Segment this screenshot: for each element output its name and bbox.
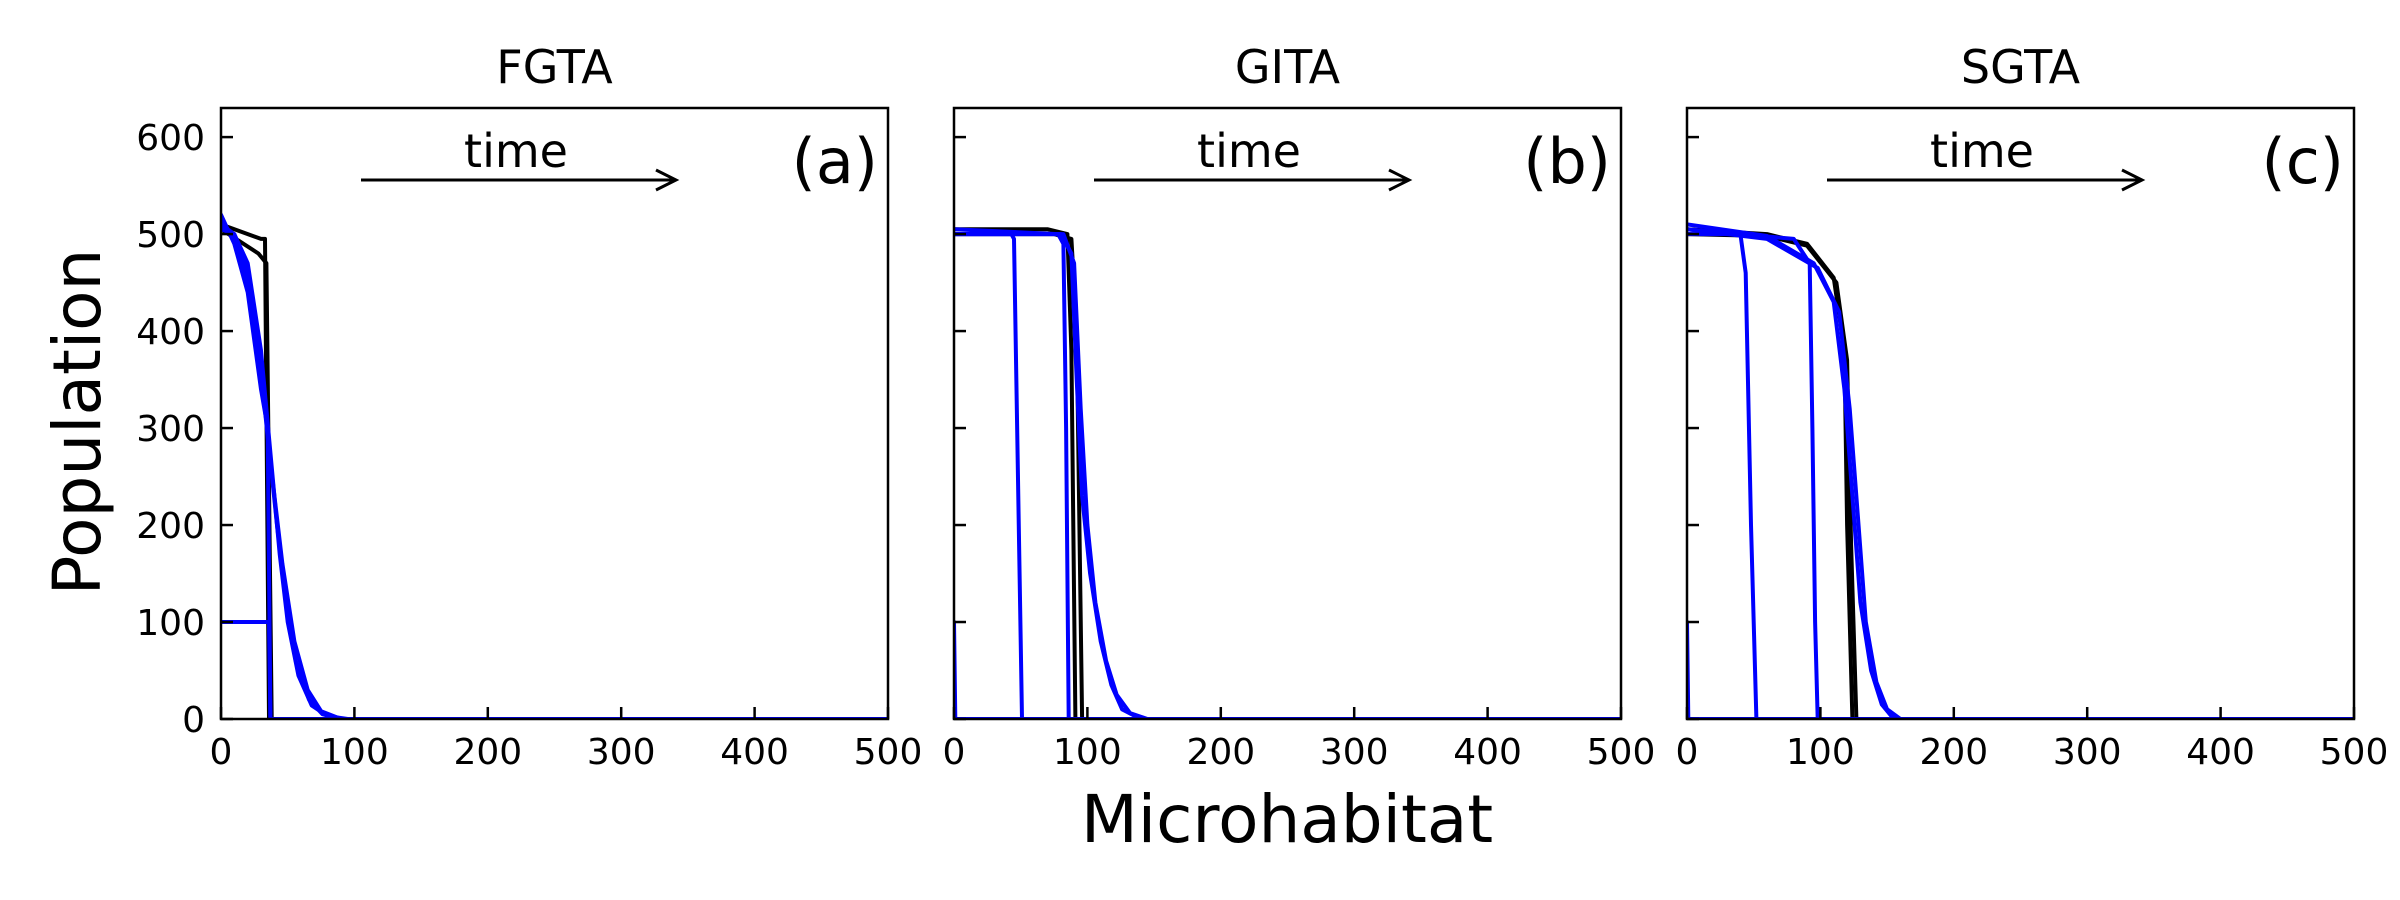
x-tick-label: 200 <box>1919 732 1988 773</box>
series-group <box>954 227 1621 719</box>
series-line <box>221 620 888 719</box>
series-line <box>954 227 1621 719</box>
time-annotation: time <box>464 124 568 178</box>
series-line <box>954 232 1621 719</box>
x-tick-label: 100 <box>1786 732 1855 773</box>
x-tick-label: 100 <box>320 732 389 773</box>
x-tick-label: 0 <box>210 732 233 773</box>
time-arrow-head <box>655 168 680 192</box>
y-tick-label: 0 <box>182 700 205 741</box>
time-annotation: time <box>1930 124 2034 178</box>
series-line <box>954 232 1621 719</box>
series-line <box>221 227 888 719</box>
panel-letter: (b) <box>1523 125 1611 198</box>
panel-title: FGTA <box>496 40 613 94</box>
panel-sgta: 0 100 200 300 400 500 SGTA (c) time <box>1676 40 2389 773</box>
series-line <box>954 620 1621 719</box>
x-tick-label: 500 <box>2320 732 2389 773</box>
x-tick-label: 200 <box>1186 732 1255 773</box>
panel-fgta: 0 100 200 300 400 500 0 100 200 300 400 500 600 FGTA (… <box>136 40 922 773</box>
series-line <box>1687 222 2354 719</box>
time-annotation: time <box>1197 124 1301 178</box>
x-tick-label: 100 <box>1053 732 1122 773</box>
series-line <box>1687 232 2354 719</box>
x-tick-label: 300 <box>1320 732 1389 773</box>
y-tick-label: 100 <box>136 603 205 644</box>
series-line <box>221 212 888 719</box>
series-group <box>221 212 888 719</box>
panel-title: SGTA <box>1961 40 2081 94</box>
x-tick-label: 0 <box>943 732 966 773</box>
x-tick-label: 200 <box>453 732 522 773</box>
panel-letter: (c) <box>2262 125 2344 198</box>
x-axis-title: Microhabitat <box>1081 781 1493 858</box>
plot-frame <box>1685 106 2356 721</box>
y-tick-label: 600 <box>136 118 205 159</box>
x-tick-label: 500 <box>1587 732 1656 773</box>
series-line <box>1687 227 2354 719</box>
x-tick-label: 300 <box>587 732 656 773</box>
x-tick-label: 400 <box>2186 732 2255 773</box>
y-tick-label: 500 <box>136 215 205 256</box>
series-line <box>221 227 888 719</box>
panel-title: GITA <box>1235 40 1341 94</box>
series-line <box>954 227 1621 719</box>
x-tick-label: 400 <box>1453 732 1522 773</box>
series-line <box>1687 620 2354 719</box>
panel-letter: (a) <box>792 125 878 198</box>
time-arrow-head <box>1388 168 1413 192</box>
series-group <box>1687 222 2354 719</box>
time-arrow-head <box>2121 168 2146 192</box>
y-tick-label: 400 <box>136 312 205 353</box>
series-line <box>954 232 1621 719</box>
series-line <box>954 232 1621 719</box>
series-line <box>1687 232 2354 719</box>
plot-frame <box>219 106 890 721</box>
y-axis-title: Population <box>39 249 116 596</box>
panels: 0 100 200 300 400 500 0 100 200 300 400 500 600 FGTA (… <box>136 40 2388 773</box>
plot-frame <box>952 106 1623 721</box>
series-line <box>221 217 888 719</box>
series-line <box>1687 227 2354 719</box>
series-line <box>221 222 888 719</box>
y-tick-label: 200 <box>136 506 205 547</box>
x-tick-label: 500 <box>854 732 923 773</box>
x-tick-label: 0 <box>1676 732 1699 773</box>
series-line <box>1687 227 2354 719</box>
y-tick-label: 300 <box>136 409 205 450</box>
series-line <box>221 222 888 719</box>
x-tick-label: 400 <box>720 732 789 773</box>
x-tick-label: 300 <box>2053 732 2122 773</box>
panel-gita: 0 100 200 300 400 500 GITA (b) time <box>943 40 1656 773</box>
